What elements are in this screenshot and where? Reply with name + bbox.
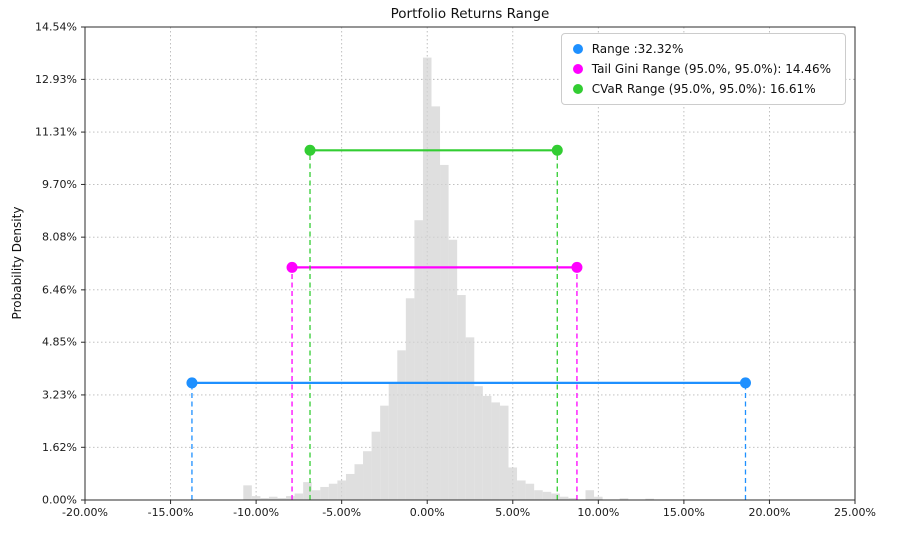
x-tick-label: -20.00% [62,506,108,519]
chart-title: Portfolio Returns Range [390,6,550,22]
axes-spines [84,26,856,501]
legend-row-cvar: CVaR Range (95.0%, 95.0%): 16.61% [572,82,831,96]
legend-label-range: Range :32.32% [591,42,684,56]
histogram-bar [345,473,355,500]
histogram-bar [457,295,466,500]
histogram-bar [534,490,543,500]
legend-row-tail-gini: Tail Gini Range (95.0%, 95.0%): 14.46% [572,62,831,76]
histogram-bar [585,490,595,500]
histogram-bar [431,106,441,500]
histogram-bar [448,239,458,500]
histogram-bar [388,382,398,500]
histogram-bar [499,405,509,500]
histogram-bar [260,498,269,500]
histogram-bar [542,491,552,500]
histogram-bar [551,493,560,500]
legend: Range :32.32% Tail Gini Range (95.0%, 95… [560,33,846,105]
tail-gini-range-endpoint [571,261,583,273]
histogram-bar [559,496,569,500]
y-tick-label: 9.70% [42,178,77,191]
y-tick-label: 14.54% [35,21,77,34]
histogram-bar [422,57,432,500]
x-tick-label: -15.00% [148,506,194,519]
y-tick-label: 4.85% [42,336,77,349]
x-tick-label: 15.00% [663,506,705,519]
y-tick-label: 6.46% [42,283,77,296]
cvar-marker-icon [572,84,583,94]
y-tick-label: 12.93% [35,73,77,86]
x-tick-label: 5.00% [495,506,530,519]
histogram-bar [397,350,406,500]
histogram-bar [525,483,535,500]
x-tick-label: 25.00% [834,506,876,519]
x-tick-label: 0.00% [410,506,445,519]
histogram-bar [405,298,415,500]
histogram-bar [440,164,449,501]
histogram-bar [320,486,329,500]
histogram-bar [286,496,295,500]
histogram-bar [303,482,312,500]
histogram-bar [294,493,304,500]
histogram-bar [619,498,629,500]
cvar-range-endpoint [551,144,563,156]
histogram-bar [645,498,654,500]
tail-gini-marker-icon [572,64,583,74]
range-marker-icon [572,44,583,54]
legend-label-cvar: CVaR Range (95.0%, 95.0%): 16.61% [591,82,816,96]
y-tick-label: 11.31% [35,126,77,139]
range-endpoint [739,377,751,389]
legend-label-tail-gini: Tail Gini Range (95.0%, 95.0%): 14.46% [591,62,831,76]
histogram-bar [414,220,423,501]
legend-row-range: Range :32.32% [572,42,831,56]
y-tick-label: 0.00% [42,494,77,507]
y-tick-label: 8.08% [42,231,77,244]
histogram-bar [363,451,372,500]
histogram-bar [380,405,389,500]
histogram-bar [508,467,518,500]
histogram-bar [337,480,346,500]
histogram-bar [371,431,381,500]
histogram-bar [568,498,577,500]
histogram-bar [491,402,500,500]
histogram-bar [328,483,338,500]
y-tick-label: 3.23% [42,388,77,401]
y-tick-label: 1.62% [42,441,77,454]
histogram-bar [517,480,526,500]
x-tick-label: -10.00% [233,506,279,519]
range-endpoint [186,377,198,389]
histogram-bar [251,496,261,500]
histogram-bar [465,337,475,500]
tail-gini-range-endpoint [286,261,298,273]
histogram-bar [311,490,321,500]
histogram-bar [243,485,252,500]
histogram-bar [268,496,278,500]
x-tick-label: 10.00% [577,506,619,519]
x-tick-label: -5.00% [322,506,361,519]
histogram-bar [594,496,603,500]
histogram-bar [354,464,364,500]
x-tick-label: 20.00% [748,506,790,519]
histogram-bar [277,498,287,500]
histogram-bar [474,386,483,500]
cvar-range-endpoint [304,144,316,156]
histogram-bar [482,395,492,500]
